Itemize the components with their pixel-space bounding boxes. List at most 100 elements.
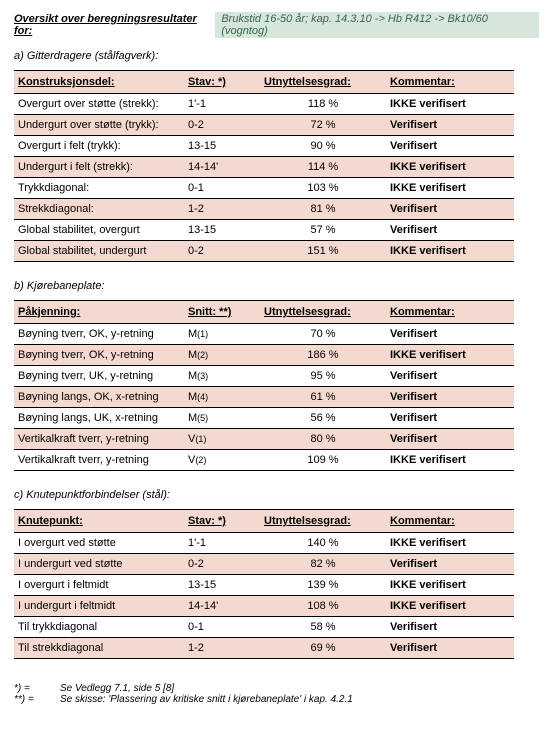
cell-stav: 14-14' [184, 157, 260, 178]
cell-name: Trykkdiagonal: [14, 178, 184, 199]
results-table: Påkjenning:Snitt: **)Utnyttelsesgrad:Kom… [14, 300, 514, 471]
cell-utilization: 108 % [260, 596, 386, 617]
cell-utilization: 114 % [260, 157, 386, 178]
table-row: Bøyning langs, UK, x-retningM(5)56 %Veri… [14, 408, 514, 429]
cell-utilization: 58 % [260, 617, 386, 638]
table-header: Snitt: **) [184, 301, 260, 324]
cell-comment: Verifisert [386, 366, 514, 387]
cell-name: Overgurt over støtte (strekk): [14, 94, 184, 115]
table-row: Undergurt i felt (strekk):14-14'114 %IKK… [14, 157, 514, 178]
cell-name: Bøyning langs, UK, x-retning [14, 408, 184, 429]
section-label: c) Knutepunktforbindelser (stål): [14, 489, 539, 501]
table-header: Kommentar: [386, 71, 514, 94]
results-table: Konstruksjonsdel:Stav: *)Utnyttelsesgrad… [14, 70, 514, 262]
table-row: I overgurt ved støtte1'-1140 %IKKE verif… [14, 533, 514, 554]
cell-utilization: 90 % [260, 136, 386, 157]
cell-name: Bøyning tverr, OK, y-retning [14, 324, 184, 345]
page-subtitle: Brukstid 16-50 år; kap. 14.3.10 -> Hb R4… [215, 12, 539, 38]
table-row: I overgurt i feltmidt13-15139 %IKKE veri… [14, 575, 514, 596]
footnote-text: Se skisse: 'Plassering av kritiske snitt… [60, 694, 353, 705]
cell-name: Global stabilitet, undergurt [14, 241, 184, 262]
cell-comment: Verifisert [386, 408, 514, 429]
results-table: Knutepunkt:Stav: *)Utnyttelsesgrad:Komme… [14, 509, 514, 659]
table-header: Kommentar: [386, 301, 514, 324]
cell-stav: 13-15 [184, 220, 260, 241]
cell-utilization: 151 % [260, 241, 386, 262]
cell-utilization: 186 % [260, 345, 386, 366]
cell-name: Bøyning tverr, OK, y-retning [14, 345, 184, 366]
cell-utilization: 118 % [260, 94, 386, 115]
table-header: Utnyttelsesgrad: [260, 301, 386, 324]
cell-name: I undergurt i feltmidt [14, 596, 184, 617]
cell-name: I undergurt ved støtte [14, 554, 184, 575]
table-header: Utnyttelsesgrad: [260, 71, 386, 94]
cell-name: Strekkdiagonal: [14, 199, 184, 220]
table-row: I undergurt ved støtte0-282 %Verifisert [14, 554, 514, 575]
cell-utilization: 139 % [260, 575, 386, 596]
cell-name: Til trykkdiagonal [14, 617, 184, 638]
cell-stav: M(3) [184, 366, 260, 387]
cell-name: Bøyning langs, OK, x-retning [14, 387, 184, 408]
table-row: I undergurt i feltmidt14-14'108 %IKKE ve… [14, 596, 514, 617]
cell-name: Undergurt over støtte (trykk): [14, 115, 184, 136]
table-header: Stav: *) [184, 510, 260, 533]
cell-comment: Verifisert [386, 324, 514, 345]
table-row: Overgurt over støtte (strekk):1'-1118 %I… [14, 94, 514, 115]
cell-name: Vertikalkraft tverr, y-retning [14, 429, 184, 450]
cell-stav: 14-14' [184, 596, 260, 617]
cell-name: I overgurt i feltmidt [14, 575, 184, 596]
section-label: b) Kjørebaneplate: [14, 280, 539, 292]
cell-stav: M(5) [184, 408, 260, 429]
cell-utilization: 95 % [260, 366, 386, 387]
cell-comment: IKKE verifisert [386, 533, 514, 554]
cell-stav: 0-2 [184, 241, 260, 262]
table-header: Stav: *) [184, 71, 260, 94]
cell-utilization: 57 % [260, 220, 386, 241]
cell-stav: M(2) [184, 345, 260, 366]
table-row: Vertikalkraft tverr, y-retningV(1)80 %Ve… [14, 429, 514, 450]
table-row: Overgurt i felt (trykk):13-1590 %Verifis… [14, 136, 514, 157]
cell-utilization: 82 % [260, 554, 386, 575]
cell-utilization: 140 % [260, 533, 386, 554]
footnote-key: *) = [14, 683, 60, 694]
footnote-key: **) = [14, 694, 60, 705]
cell-stav: 13-15 [184, 136, 260, 157]
cell-comment: Verifisert [386, 554, 514, 575]
cell-comment: IKKE verifisert [386, 94, 514, 115]
cell-utilization: 70 % [260, 324, 386, 345]
table-header: Kommentar: [386, 510, 514, 533]
cell-stav: 1'-1 [184, 94, 260, 115]
cell-comment: IKKE verifisert [386, 178, 514, 199]
cell-name: Bøyning tverr, UK, y-retning [14, 366, 184, 387]
cell-comment: Verifisert [386, 429, 514, 450]
table-row: Bøyning tverr, UK, y-retningM(3)95 %Veri… [14, 366, 514, 387]
cell-name: Overgurt i felt (trykk): [14, 136, 184, 157]
cell-comment: Verifisert [386, 136, 514, 157]
table-row: Vertikalkraft tverr, y-retningV(2)109 %I… [14, 450, 514, 471]
cell-name: Til strekkdiagonal [14, 638, 184, 659]
footnotes: *) =Se Vedlegg 7.1, side 5 [8]**) =Se sk… [14, 683, 539, 705]
table-header: Knutepunkt: [14, 510, 184, 533]
cell-comment: Verifisert [386, 638, 514, 659]
cell-comment: Verifisert [386, 387, 514, 408]
cell-comment: IKKE verifisert [386, 596, 514, 617]
cell-utilization: 109 % [260, 450, 386, 471]
cell-name: Undergurt i felt (strekk): [14, 157, 184, 178]
cell-comment: IKKE verifisert [386, 241, 514, 262]
footnote-row: **) =Se skisse: 'Plassering av kritiske … [14, 694, 539, 705]
table-row: Global stabilitet, overgurt13-1557 %Veri… [14, 220, 514, 241]
table-row: Bøyning langs, OK, x-retningM(4)61 %Veri… [14, 387, 514, 408]
cell-utilization: 56 % [260, 408, 386, 429]
cell-comment: Verifisert [386, 115, 514, 136]
cell-utilization: 72 % [260, 115, 386, 136]
cell-stav: V(1) [184, 429, 260, 450]
cell-stav: M(4) [184, 387, 260, 408]
table-row: Strekkdiagonal:1-281 %Verifisert [14, 199, 514, 220]
page-title: Oversikt over beregningsresultater for: [14, 13, 215, 37]
cell-stav: 0-2 [184, 554, 260, 575]
cell-utilization: 103 % [260, 178, 386, 199]
cell-stav: 0-1 [184, 178, 260, 199]
cell-stav: 1-2 [184, 638, 260, 659]
cell-utilization: 61 % [260, 387, 386, 408]
table-row: Trykkdiagonal:0-1103 %IKKE verifisert [14, 178, 514, 199]
